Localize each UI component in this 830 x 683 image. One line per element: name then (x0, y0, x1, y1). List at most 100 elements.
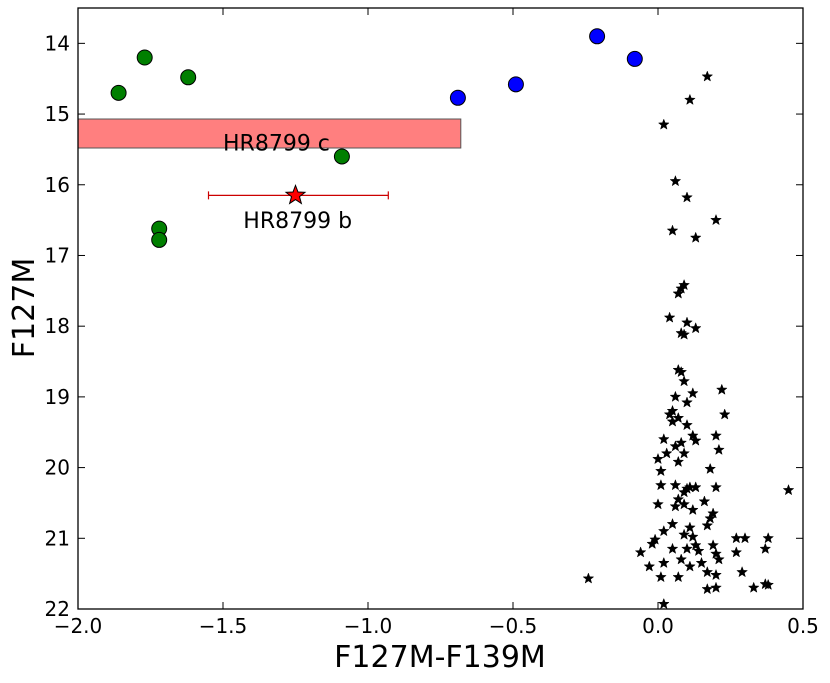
data-point (669, 390, 682, 402)
data-point (669, 479, 682, 491)
data-point (646, 537, 659, 549)
data-point (657, 597, 670, 610)
data-point (657, 118, 670, 130)
data-point (710, 429, 722, 441)
y-tick-label: 21 (45, 526, 70, 550)
data-point (710, 481, 722, 493)
data-point (675, 436, 688, 448)
data-point (669, 500, 682, 512)
data-point (681, 396, 693, 408)
data-point (730, 546, 743, 558)
data-point (683, 560, 696, 572)
data-point (712, 443, 725, 455)
data-point (736, 566, 749, 578)
data-point (654, 570, 667, 583)
data-point (747, 581, 760, 593)
x-tick-label: −0.5 (489, 614, 538, 638)
x-tick-label: −1.5 (199, 614, 248, 638)
data-point (675, 553, 688, 565)
data-point (180, 69, 197, 86)
y-tick-label: 22 (45, 597, 70, 621)
data-point (681, 418, 693, 431)
data-point (626, 50, 643, 67)
data-point (634, 546, 647, 558)
data-point (710, 568, 722, 581)
data-point (701, 519, 714, 531)
data-point (686, 429, 699, 441)
data-point (718, 408, 731, 420)
data-point (654, 464, 667, 477)
data-point (689, 322, 702, 334)
data-point (683, 93, 696, 105)
data-point (672, 570, 685, 583)
data-point (689, 231, 702, 243)
data-point (686, 387, 699, 399)
data-point (333, 148, 350, 165)
data-point (678, 528, 691, 540)
data-point (681, 316, 693, 328)
x-tick-label: −1.0 (344, 614, 393, 638)
annotation-label: HR8799 b (243, 209, 352, 234)
data-point (710, 581, 722, 593)
y-tick-label: 15 (45, 102, 70, 126)
data-point (672, 287, 685, 299)
data-point (715, 383, 728, 395)
data-point (657, 433, 670, 445)
data-point (704, 512, 717, 524)
data-point (666, 224, 679, 236)
data-point (672, 411, 685, 424)
data-point (762, 532, 775, 544)
annotation-label: HR8799 c (223, 131, 330, 156)
axis-ticks: −2.0 −1.5 −1.0 −0.5 0.0 0.5 14 15 16 17 18 19 20 21 22 (45, 8, 819, 638)
data-point (678, 486, 691, 498)
data-point (762, 578, 775, 590)
data-point (660, 447, 673, 459)
data-point (666, 517, 679, 530)
data-point (657, 525, 670, 537)
y-axis-label: F127M (7, 258, 42, 358)
data-point (689, 434, 702, 446)
data-point (589, 28, 606, 45)
data-point (672, 455, 685, 467)
y-tick-label: 14 (45, 31, 70, 55)
data-point (507, 76, 524, 93)
y-tick-label: 18 (45, 314, 70, 338)
data-point (678, 328, 691, 340)
data-point (110, 84, 127, 101)
data-point (712, 553, 725, 565)
data-point (675, 365, 688, 378)
data-point (710, 213, 722, 226)
data-point (652, 452, 664, 465)
data-point (582, 572, 595, 584)
data-point (669, 175, 682, 187)
data-point (663, 408, 676, 420)
planet-b-star (284, 183, 307, 205)
y-tick-label: 19 (45, 385, 70, 409)
data-point (689, 539, 702, 551)
y-tick-label: 17 (45, 243, 70, 267)
data-point (701, 582, 714, 595)
y-tick-label: 16 (45, 173, 70, 197)
data-point (692, 544, 705, 557)
x-tick-label: 0.0 (642, 614, 674, 638)
data-point (666, 415, 679, 427)
data-point (678, 498, 691, 510)
x-axis-label: F127M-F139M (334, 640, 546, 675)
data-point (654, 479, 667, 491)
data-point (710, 547, 722, 559)
data-point (678, 375, 691, 387)
data-point (666, 542, 679, 554)
plot-area: HR8799 c HR8799 b (77, 28, 795, 610)
data-point (669, 440, 682, 452)
data-point (681, 191, 693, 203)
data-point (672, 493, 685, 505)
data-point (782, 483, 795, 496)
data-point (701, 70, 714, 82)
data-point (759, 542, 772, 554)
data-point (683, 521, 696, 533)
data-point (701, 566, 714, 578)
data-point (704, 462, 717, 475)
data-point (643, 560, 656, 572)
